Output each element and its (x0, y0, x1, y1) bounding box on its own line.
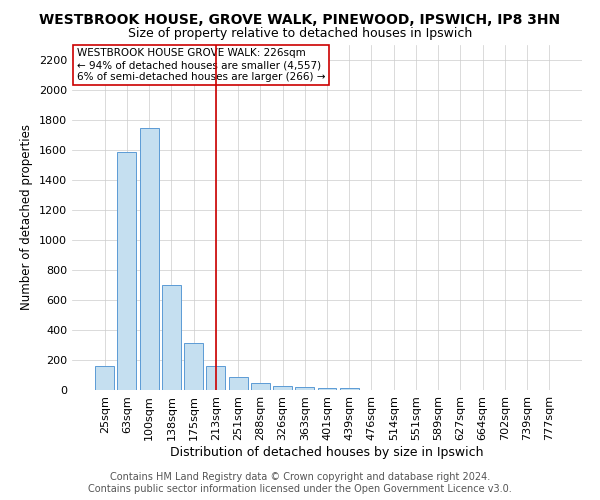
Text: Size of property relative to detached houses in Ipswich: Size of property relative to detached ho… (128, 28, 472, 40)
Text: WESTBROOK HOUSE GROVE WALK: 226sqm
← 94% of detached houses are smaller (4,557)
: WESTBROOK HOUSE GROVE WALK: 226sqm ← 94%… (77, 48, 326, 82)
Bar (317, 388, 337, 390)
Bar (206, 366, 225, 390)
X-axis label: Distribution of detached houses by size in Ipswich: Distribution of detached houses by size … (170, 446, 484, 458)
Bar (273, 386, 292, 390)
Bar (295, 387, 314, 390)
Text: WESTBROOK HOUSE, GROVE WALK, PINEWOOD, IPSWICH, IP8 3HN: WESTBROOK HOUSE, GROVE WALK, PINEWOOD, I… (40, 12, 560, 26)
Bar (95, 366, 114, 390)
Y-axis label: Number of detached properties: Number of detached properties (20, 124, 34, 310)
Bar (140, 128, 158, 390)
Bar (229, 376, 248, 390)
Bar (162, 285, 181, 390)
Bar (340, 388, 359, 390)
Text: Contains HM Land Registry data © Crown copyright and database right 2024.
Contai: Contains HM Land Registry data © Crown c… (88, 472, 512, 494)
Bar (251, 382, 270, 390)
Bar (184, 343, 203, 390)
Bar (118, 152, 136, 390)
